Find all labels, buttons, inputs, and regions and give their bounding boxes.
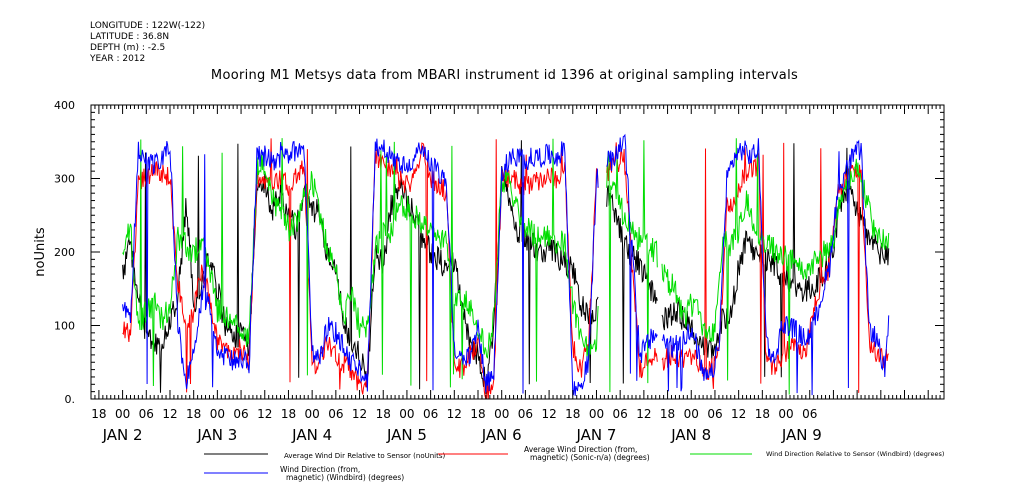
x-day-label: JAN 9 [781, 426, 822, 444]
x-tick-label: 00 [778, 407, 793, 421]
legend-label-rel_windbird: Wind Direction Relative to Sensor (Windb… [766, 450, 944, 458]
meta-depth: DEPTH (m) : -2.5 [90, 43, 166, 53]
x-tick-label: 18 [565, 407, 580, 421]
x-tick-label: 12 [731, 407, 746, 421]
legend-label-avg_mag: magnetic) (Sonic-n/a) (degrees) [530, 453, 650, 462]
x-tick-label: 18 [186, 407, 201, 421]
y-axis-label: noUnits [33, 227, 48, 277]
y-tick-label: 0. [65, 393, 76, 406]
x-tick-label: 06 [233, 407, 248, 421]
x-tick-label: 00 [210, 407, 225, 421]
legend-label-avg_rel: Average Wind Dir Relative to Sensor (noU… [284, 452, 445, 460]
meta-latitude: LATITUDE : 36.8N [90, 32, 170, 42]
x-tick-label: 00 [115, 407, 130, 421]
x-tick-label: 12 [162, 407, 177, 421]
x-tick-label: 00 [305, 407, 320, 421]
x-tick-label: 00 [494, 407, 509, 421]
y-tick-label: 400 [54, 99, 75, 112]
x-day-label: JAN 2 [102, 426, 143, 444]
y-tick-label: 200 [54, 246, 75, 259]
y-tick-label: 100 [54, 320, 75, 333]
x-tick-label: 06 [139, 407, 154, 421]
legend-label-avg_mag: Average Wind Direction (from, [524, 445, 637, 454]
x-tick-label: 12 [541, 407, 556, 421]
x-tick-label: 00 [589, 407, 604, 421]
series-line-dir_windbird [122, 133, 890, 397]
legend-label-dir_windbird: magnetic) (Windbird) (degrees) [286, 473, 404, 482]
x-tick-label: 18 [660, 407, 675, 421]
x-tick-label: 12 [447, 407, 462, 421]
x-tick-label: 06 [423, 407, 438, 421]
x-tick-label: 18 [376, 407, 391, 421]
x-tick-label: 00 [684, 407, 699, 421]
x-tick-label: 06 [518, 407, 533, 421]
x-tick-label: 18 [91, 407, 106, 421]
metadata-block: LONGITUDE : 122W(-122) LATITUDE : 36.8N … [90, 21, 205, 65]
x-tick-label: 06 [802, 407, 817, 421]
meta-longitude: LONGITUDE : 122W(-122) [90, 21, 206, 31]
legend-label-dir_windbird: Wind Direction (from, [280, 465, 360, 474]
x-day-label: JAN 7 [575, 426, 616, 444]
x-day-label: JAN 8 [670, 426, 711, 444]
x-tick-label: 12 [257, 407, 272, 421]
x-tick-label: 06 [328, 407, 343, 421]
chart-title: Mooring M1 Metsys data from MBARI instru… [210, 68, 799, 83]
series-line-rel_windbird [122, 138, 890, 395]
x-tick-label: 18 [281, 407, 296, 421]
x-day-label: JAN 4 [291, 426, 332, 444]
x-day-label: JAN 3 [196, 426, 237, 444]
y-tick-label: 300 [54, 173, 75, 186]
meta-year: YEAR : 2012 [90, 54, 146, 64]
x-tick-label: 00 [399, 407, 414, 421]
x-tick-label: 18 [470, 407, 485, 421]
x-tick-label: 06 [707, 407, 722, 421]
x-tick-label: 12 [352, 407, 367, 421]
x-day-label: JAN 6 [481, 426, 522, 444]
x-tick-label: 06 [613, 407, 628, 421]
x-tick-label: 18 [755, 407, 770, 421]
x-day-label: JAN 5 [386, 426, 427, 444]
x-tick-label: 12 [636, 407, 651, 421]
